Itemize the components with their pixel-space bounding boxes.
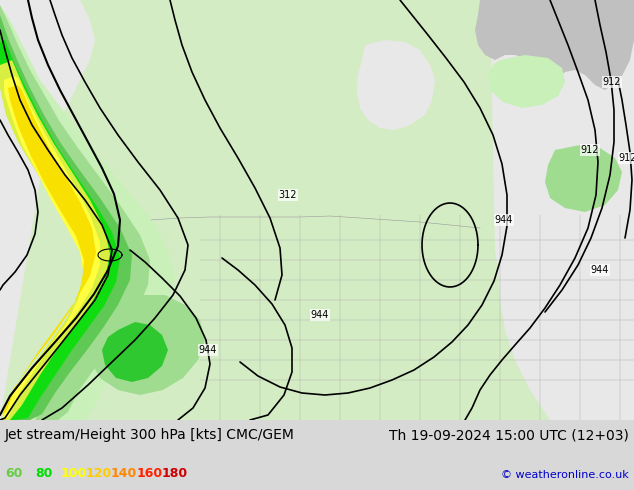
Polygon shape <box>0 0 634 420</box>
Text: 180: 180 <box>162 466 188 480</box>
Text: 944: 944 <box>311 310 329 320</box>
Text: 60: 60 <box>5 466 22 480</box>
Polygon shape <box>60 300 95 380</box>
Text: 120: 120 <box>86 466 112 480</box>
Text: 140: 140 <box>111 466 137 480</box>
Polygon shape <box>0 5 175 420</box>
Polygon shape <box>0 40 120 420</box>
Text: 944: 944 <box>591 265 609 275</box>
Text: 912: 912 <box>603 77 621 87</box>
Text: 312: 312 <box>279 190 297 200</box>
Polygon shape <box>0 15 132 420</box>
Polygon shape <box>2 85 96 415</box>
Polygon shape <box>475 0 634 90</box>
Polygon shape <box>88 295 205 395</box>
Polygon shape <box>0 5 150 420</box>
Polygon shape <box>0 0 95 420</box>
Text: 80: 80 <box>35 466 52 480</box>
Polygon shape <box>102 322 168 382</box>
Polygon shape <box>98 243 122 267</box>
Text: 944: 944 <box>199 345 217 355</box>
Text: Jet stream/Height 300 hPa [kts] CMC/GEM: Jet stream/Height 300 hPa [kts] CMC/GEM <box>5 428 295 442</box>
Text: 160: 160 <box>136 466 162 480</box>
Polygon shape <box>2 76 100 420</box>
Polygon shape <box>490 0 634 420</box>
Text: Th 19-09-2024 15:00 UTC (12+03): Th 19-09-2024 15:00 UTC (12+03) <box>389 428 629 442</box>
Text: © weatheronline.co.uk: © weatheronline.co.uk <box>501 469 629 480</box>
Text: 100: 100 <box>60 466 86 480</box>
Polygon shape <box>545 145 622 212</box>
Polygon shape <box>357 40 435 130</box>
Text: 912: 912 <box>619 153 634 163</box>
Polygon shape <box>0 60 110 420</box>
Text: 912: 912 <box>581 145 599 155</box>
Polygon shape <box>488 55 565 108</box>
Text: 944: 944 <box>495 215 513 225</box>
Polygon shape <box>108 238 122 252</box>
